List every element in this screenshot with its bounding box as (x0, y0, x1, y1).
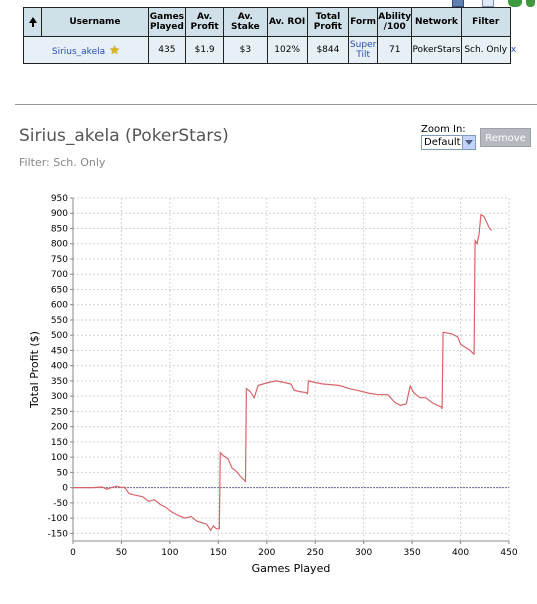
table-header-row: Username Games Played Av. Profit Av. Sta… (22, 7, 519, 37)
y-tick-label: -150 (48, 529, 69, 539)
av-profit-value: $1.9 (185, 36, 225, 64)
ability-value: 71 (377, 36, 413, 64)
y-tick-label: 450 (51, 346, 68, 356)
y-tick-label: -50 (53, 499, 68, 509)
y-tick-label: 800 (51, 240, 68, 250)
y-tick-label: 550 (51, 316, 68, 326)
chevron-down-icon (465, 140, 473, 145)
form-cell: Super Tilt (348, 36, 379, 64)
col-games-played[interactable]: Games Played (147, 7, 187, 37)
section-divider (15, 104, 537, 105)
x-tick-label: 100 (161, 548, 178, 558)
x-axis-label: Games Played (252, 562, 331, 575)
col-av-stake[interactable]: Av. Stake (223, 7, 268, 37)
x-tick-label: 0 (70, 548, 76, 558)
col-av-profit[interactable]: Av. Profit (185, 7, 225, 37)
star-icon[interactable]: ★ (109, 43, 120, 57)
profit-chart: 0 50 100 150 200 250 300 350 400 450 -150 -100 -50 0 5… (28, 194, 518, 575)
zoom-selected-value: Default (424, 137, 461, 148)
games-played-value: 435 (147, 36, 187, 64)
av-roi-value: 102% (266, 36, 308, 64)
table-row: Sirius_akela ★ 435 $1.9 $3 102% $844 Supe… (23, 36, 519, 64)
export-icon[interactable] (452, 0, 464, 7)
y-tick-label: 100 (51, 453, 68, 463)
x-tick-label: 200 (258, 548, 275, 558)
zoom-label: Zoom In: (421, 124, 466, 135)
remove-row-link[interactable]: x (510, 36, 519, 64)
y-tick-label: 750 (51, 255, 68, 265)
username-cell: Sirius_akela ★ (23, 36, 149, 64)
x-tick-label: 150 (210, 548, 227, 558)
zoom-dropdown-button[interactable] (462, 136, 475, 149)
y-tick-label: 700 (51, 270, 68, 280)
y-tick-label: 500 (51, 331, 68, 341)
y-tick-label: 350 (51, 377, 68, 387)
player-title: Sirius_akela (PokerStars) (19, 126, 229, 146)
y-tick-label: 250 (51, 407, 68, 417)
x-tick-label: 350 (404, 548, 421, 558)
filter-label: Filter: Sch. Only (19, 156, 106, 169)
y-tick-label: -100 (48, 514, 69, 524)
y-tick-label: 650 (51, 285, 68, 295)
y-tick-label: 0 (62, 484, 68, 494)
col-filter[interactable]: Filter (460, 7, 511, 37)
filter-value: Sch. Only (460, 36, 511, 64)
username-link[interactable]: Sirius_akela (51, 47, 106, 57)
y-tick-label: 300 (51, 392, 68, 402)
x-tick-label: 400 (452, 548, 469, 558)
sort-column-header[interactable] (22, 7, 43, 37)
zoom-select[interactable]: Default (421, 135, 476, 150)
player-stats-table: Username Games Played Av. Profit Av. Sta… (22, 7, 519, 64)
x-tick-label: 50 (116, 548, 128, 558)
x-tick-label: 300 (355, 548, 372, 558)
av-stake-value: $3 (223, 36, 268, 64)
y-axis-label: Total Profit ($) (28, 331, 41, 409)
col-ability[interactable]: Ability /100 (377, 7, 413, 37)
col-total-profit[interactable]: Total Profit (306, 7, 350, 37)
y-tick-label: 150 (51, 438, 68, 448)
document-icon[interactable] (482, 0, 494, 7)
col-av-roi[interactable]: Av. ROI (266, 7, 308, 37)
refresh-small-icon[interactable] (526, 0, 535, 7)
y-tick-label: 200 (51, 423, 68, 433)
series-line (73, 213, 493, 532)
col-form[interactable]: Form (348, 7, 379, 37)
x-tick-label: 250 (307, 548, 324, 558)
y-tick-label: 850 (51, 224, 68, 234)
y-tick-label: 950 (51, 194, 68, 204)
network-value: PokerStars (411, 36, 462, 64)
y-tick-label: 900 (51, 209, 68, 219)
refresh-icon[interactable] (508, 0, 522, 7)
total-profit-value: $844 (306, 36, 350, 64)
y-tick-label: 400 (51, 362, 68, 372)
sort-arrow-up-icon[interactable] (28, 17, 37, 27)
form-link[interactable]: Super Tilt (349, 40, 377, 60)
toolbar-icons (452, 0, 537, 8)
y-tick-label: 600 (51, 301, 68, 311)
x-tick-label: 450 (500, 548, 517, 558)
col-network[interactable]: Network (411, 7, 462, 37)
col-username[interactable]: Username (41, 7, 149, 37)
y-tick-label: 50 (57, 468, 69, 478)
remove-button[interactable]: Remove (480, 128, 531, 147)
